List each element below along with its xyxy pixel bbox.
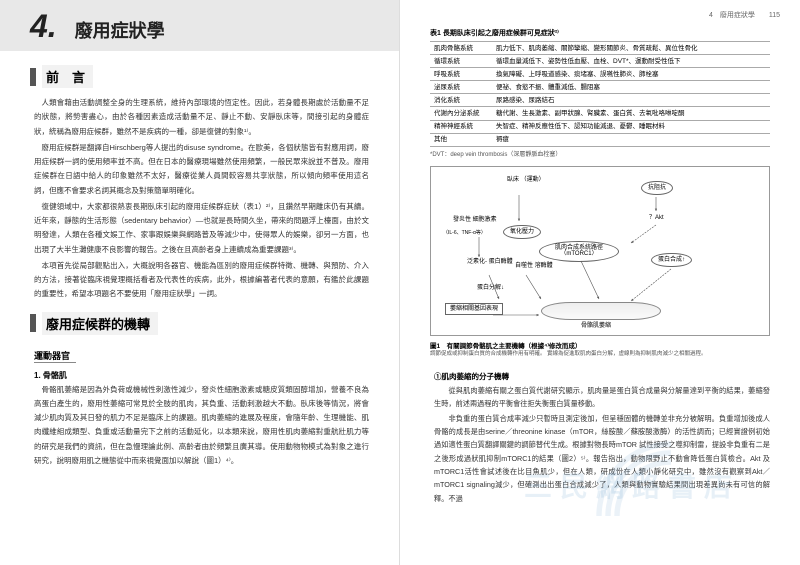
symptoms-table: 肌肉骨骼系統肌力低下、肌肉萎縮、關節攣縮、變形關節炎、骨質疏鬆、異位性骨化循環系… <box>430 41 770 147</box>
figure-caption: 圖1 有關調節骨骼肌之主要機轉（根據⁴⁾修改而成） <box>430 340 770 350</box>
table-row: 其他褥瘡 <box>430 133 770 146</box>
table-cell-system: 精神神經系統 <box>430 120 492 133</box>
table-row: 精神神經系統失智症、精神反應性低下、認知功能減退、憂鬱、睡眠材料 <box>430 120 770 133</box>
table-cell-symptoms: 尿路感染、尿路結石 <box>492 94 770 107</box>
table-cell-system: 肌肉骨骼系統 <box>430 42 492 55</box>
table-row: 消化系統尿路感染、尿路結石 <box>430 94 770 107</box>
paragraph: 本項首先從局部觀點出入，大概說明各器官、機能為區別的廢用症候群特徵、機轉、與預防… <box>34 259 369 302</box>
table-cell-system: 循環系統 <box>430 55 492 68</box>
fig-node-auto: 自噬性 溶酶體 <box>515 263 553 270</box>
body-text-block-2: 骨骼肌萎縮是因為外負荷或機械性刺激性減少，發炎性細胞激素或糖皮質類固醇增加，營養… <box>0 383 399 469</box>
watermark-text: 三民網路書店 <box>524 465 740 505</box>
chapter-number: 4. <box>30 8 57 45</box>
section-heading-preface: 前 言 <box>30 65 399 88</box>
fig-node-protsyn: 蛋白合成↑ <box>651 253 692 268</box>
paragraph: 廢用症候群是翻譯自Hirschberg等人提出的disuse syndrome。… <box>34 141 369 198</box>
table-cell-system: 其他 <box>430 133 492 146</box>
paragraph: 從與肌肉萎縮有關之蛋白質代謝研究顯示，肌肉量是蛋白質合成量與分解量達到平衡的結果… <box>434 384 770 411</box>
table-cell-symptoms: 換氣障礙、上呼吸道感染、痰堵塞、誤嚥性肺炎、肺栓塞 <box>492 68 770 81</box>
page-number: 4 廢用症狀學 115 <box>709 10 780 20</box>
paragraph: 復健領域中，大家都很熱衷長期臥床引起的廢用症候群症狀（表1）²⁾，且鑽然早期離床… <box>34 200 369 257</box>
figure-caption-sub: 調節促成或抑制蛋白質的合成機轉作用有明確。 實線為促進取肌肉蛋白分解，虛線則為抑… <box>430 351 770 358</box>
muscle-shape-icon <box>541 302 661 320</box>
figure-1-diagram: 臥床 （運動） 抗阻抗 發炎性 細胞激素 （IL-6、TNF-α等） 氧化壓力 … <box>430 166 770 336</box>
fig-node-resist: 抗阻抗 <box>641 181 673 196</box>
fig-node-oxid: 氧化壓力 <box>503 225 541 240</box>
fig-node-bedrest: 臥床 （運動） <box>507 177 545 184</box>
circled-subheading: ①肌肉萎縮的分子機轉 <box>434 371 509 382</box>
fig-node-mtor: 肌肉合成系統路徑 （mTORC1） <box>539 241 619 262</box>
table-row: 代謝內分泌系統糖代謝、生長激素、副甲狀腺、腎臟素、蛋白質、去氧吡咯啉啶酮 <box>430 107 770 120</box>
chapter-title: 廢用症狀學 <box>75 17 165 43</box>
section-bar-icon <box>30 314 36 332</box>
chapter-header: 4. 廢用症狀學 <box>0 0 399 51</box>
body-text-block-1: 人類會藉由活動調整全身的生理系統，維持內部環境的恆定性。因此，若身體長期處於活動… <box>0 96 399 302</box>
section-bar-icon <box>30 68 36 86</box>
sub-skeletal-muscle: 1. 骨骼肌 <box>34 370 399 381</box>
table-cell-symptoms: 肌力低下、肌肉萎縮、關節攣縮、變形關節炎、骨質疏鬆、異位性骨化 <box>492 42 770 55</box>
table-row: 泌尿系統便祕、食慾不振、體重減低、腸阻塞 <box>430 81 770 94</box>
table-cell-system: 消化系統 <box>430 94 492 107</box>
page-left: 4. 廢用症狀學 前 言 人類會藉由活動調整全身的生理系統，維持內部環境的恆定性… <box>0 0 400 565</box>
fig-node-muscle: 骨骼肌萎縮 <box>581 323 611 330</box>
fig-node-ub: 泛素化- 蛋白酶體 <box>467 259 513 266</box>
table-footnote: *DVT：deep vein thrombosis（深層靜脈血栓塞） <box>430 149 770 158</box>
paragraph: 骨骼肌萎縮是因為外負荷或機械性刺激性減少，發炎性細胞激素或糖皮質類固醇增加，營養… <box>34 383 369 469</box>
table-caption: 表1 長期臥床引起之廢用症候群可見症狀²⁾ <box>430 28 800 38</box>
table-cell-symptoms: 便祕、食慾不振、體重減低、腸阻塞 <box>492 81 770 94</box>
fig-node-inflam: 發炎性 細胞激素 <box>453 217 497 224</box>
subheading-motor-organ: 運動器官 <box>34 349 76 363</box>
table-row: 循環系統循環血量減低下、姿勢性低血壓、血栓、DVT*、運動耐受性低下 <box>430 55 770 68</box>
fig-node-il6: （IL-6、TNF-α等） <box>443 231 486 237</box>
table-cell-symptoms: 循環血量減低下、姿勢性低血壓、血栓、DVT*、運動耐受性低下 <box>492 55 770 68</box>
section-heading-mechanism: 廢用症候群的機轉 <box>30 312 399 335</box>
section-title: 廢用症候群的機轉 <box>42 312 158 335</box>
table-row: 肌肉骨骼系統肌力低下、肌肉萎縮、關節攣縮、變形關節炎、骨質疏鬆、異位性骨化 <box>430 42 770 55</box>
section-title: 前 言 <box>42 65 93 88</box>
table-cell-symptoms: 糖代謝、生長激素、副甲狀腺、腎臟素、蛋白質、去氧吡咯啉啶酮 <box>492 107 770 120</box>
table-cell-system: 呼吸系統 <box>430 68 492 81</box>
paragraph: 人類會藉由活動調整全身的生理系統，維持內部環境的恆定性。因此，若身體長期處於活動… <box>34 96 369 139</box>
fig-node-box1: 萎縮相關基因表現 <box>445 303 503 316</box>
table-cell-symptoms: 失智症、精神反應性低下、認知功能減退、憂鬱、睡眠材料 <box>492 120 770 133</box>
fig-node-akt: ？Akt <box>649 215 664 222</box>
table-cell-system: 泌尿系統 <box>430 81 492 94</box>
table-row: 呼吸系統換氣障礙、上呼吸道感染、痰堵塞、誤嚥性肺炎、肺栓塞 <box>430 68 770 81</box>
table-cell-system: 代謝內分泌系統 <box>430 107 492 120</box>
table-cell-symptoms: 褥瘡 <box>492 133 770 146</box>
fig-node-protdeg: 蛋白分解↓ <box>477 285 504 292</box>
